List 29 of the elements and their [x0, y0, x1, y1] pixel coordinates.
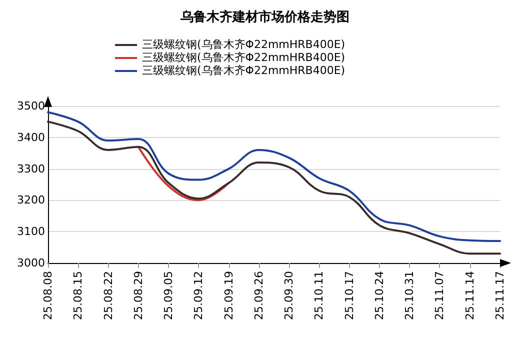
line-series [47, 111, 501, 242]
legend-label: 三级螺纹钢(乌鲁木齐Φ22mmHRB400E) [142, 38, 346, 51]
line-series [47, 120, 501, 255]
x-tick-label: 25.11.17 [494, 271, 506, 320]
x-tick-label: 25.09.30 [282, 271, 296, 320]
x-tick-label: 25.08.22 [102, 271, 115, 320]
x-tick-label: 25.10.11 [312, 271, 326, 320]
line-series [137, 146, 230, 202]
x-tick-label: 25.11.07 [433, 271, 446, 320]
x-tick-label: 25.10.24 [372, 271, 386, 320]
x-tick-label: 25.10.17 [342, 271, 356, 320]
legend-label: 三级螺纹钢(乌鲁木齐Φ22mmHRB400E) [142, 51, 346, 64]
x-tick-label: 25.10.31 [403, 271, 416, 320]
legend-label: 三级螺纹钢(乌鲁木齐Φ22mmHRB400E) [142, 64, 346, 77]
y-tick-label: 3400 [17, 130, 45, 144]
y-tick-label: 3000 [17, 256, 45, 270]
x-tick-label: 25.09.05 [162, 271, 176, 320]
x-tick-label: 25.08.29 [132, 271, 145, 320]
x-tick-label: 25.08.08 [42, 271, 54, 320]
y-tick-label: 3300 [17, 162, 45, 176]
y-tick-label: 3500 [17, 100, 45, 112]
y-tick-label: 3200 [17, 194, 45, 207]
chart-title: 乌鲁木齐建材市场价格走势图 [180, 9, 350, 25]
x-tick-label: 25.09.12 [192, 271, 206, 320]
x-tick-label: 25.09.26 [252, 271, 266, 320]
y-tick-label: 3100 [17, 225, 45, 238]
x-tick-label: 25.11.14 [463, 271, 476, 320]
x-tick-label: 25.08.15 [72, 271, 85, 320]
x-tick-label: 25.09.19 [222, 271, 236, 320]
